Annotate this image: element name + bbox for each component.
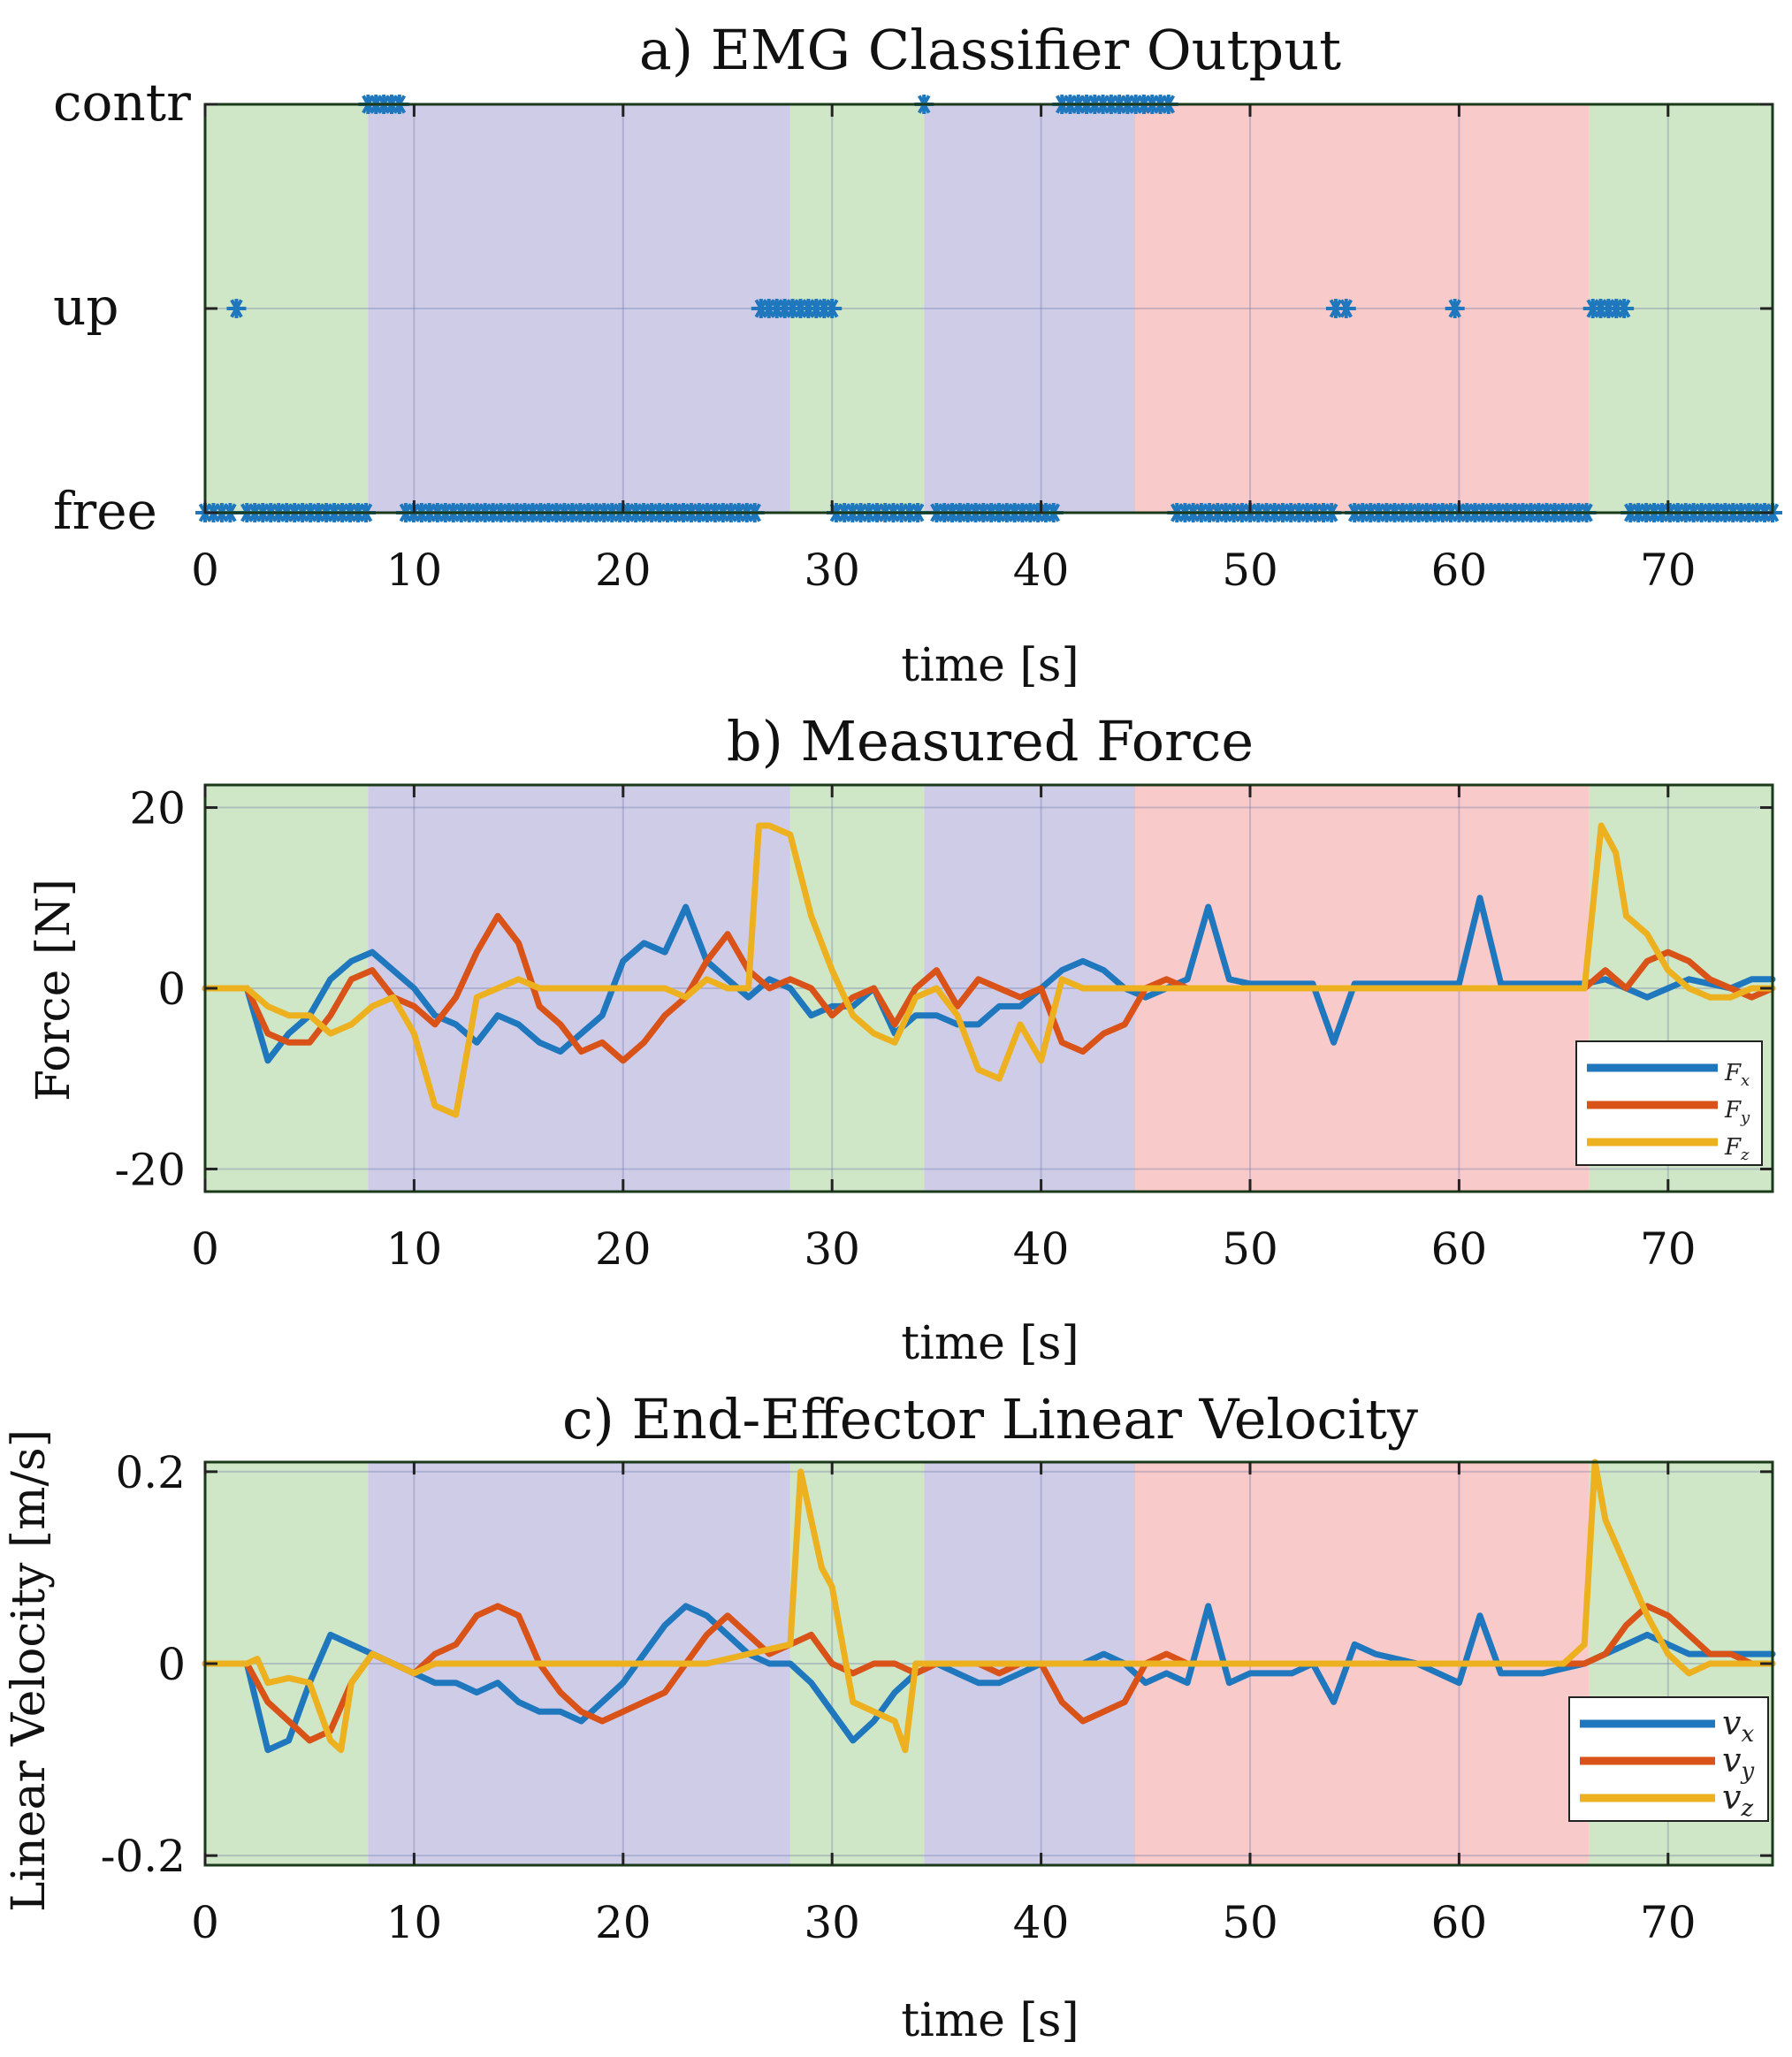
- phase-band-contr: [924, 104, 1135, 513]
- x-tick-label: 40: [1013, 545, 1070, 596]
- classifier-point-up: [1614, 299, 1635, 318]
- series-line-vx: [202, 1603, 1776, 1754]
- x-tick-label: 70: [1640, 1897, 1697, 1948]
- x-tick-label: 30: [804, 1223, 860, 1275]
- x-tick-label: 70: [1640, 1223, 1697, 1275]
- x-tick-label: 50: [1222, 545, 1278, 596]
- x-tick-label: 20: [595, 1223, 652, 1275]
- x-tick-label: 0: [191, 1223, 219, 1275]
- panel-emg-classifier: a) EMG Classifier Output 0 10 20 30 40 50 60 70…: [53, 18, 1782, 692]
- x-tick-label: 20: [595, 545, 652, 596]
- x-tick-label: 10: [386, 1897, 443, 1948]
- x-tick-label: 30: [804, 1897, 860, 1948]
- panel-linear-velocity: c) End-Effector Linear Velocity 0 10 20 30 4…: [3, 1387, 1776, 2047]
- classifier-point-up: [1336, 299, 1356, 318]
- x-tick-label: 0: [191, 1897, 219, 1948]
- classifier-point-up: [226, 299, 247, 318]
- y-tick-label: free: [53, 481, 157, 541]
- x-tick-label: 0: [191, 545, 219, 596]
- x-tick-label: 20: [595, 1897, 652, 1948]
- y-tick-label: contr: [53, 72, 191, 133]
- panel-c-ylabel: Linear Velocity [m/s]: [3, 1429, 56, 1912]
- y-tick-label: -0.2: [101, 1831, 186, 1882]
- series-line-vz: [202, 1459, 1776, 1754]
- y-tick-label: up: [53, 277, 118, 337]
- panel-b-ylabel: Force [N]: [27, 879, 80, 1101]
- panel-c-title: c) End-Effector Linear Velocity: [562, 1387, 1418, 1451]
- x-tick-label: 50: [1222, 1223, 1278, 1275]
- x-tick-label: 40: [1013, 1897, 1070, 1948]
- phase-band-up: [1134, 104, 1589, 513]
- x-tick-label: 10: [386, 545, 443, 596]
- x-tick-label: 50: [1222, 1897, 1278, 1948]
- legend-label-Fx: Fx: [1724, 1060, 1750, 1090]
- y-tick-label: 0.2: [115, 1447, 186, 1498]
- panel-measured-force: b) Measured Force 0 10 20 30 40 50 60 70-20020 …: [27, 709, 1776, 1370]
- series-line-Fx: [202, 895, 1776, 1064]
- phase-band-contr: [368, 104, 790, 513]
- classifier-point-up: [822, 299, 843, 318]
- x-tick-label: 30: [804, 545, 860, 596]
- x-tick-label: 70: [1640, 545, 1697, 596]
- x-tick-label: 60: [1431, 1897, 1488, 1948]
- panel-a-title: a) EMG Classifier Output: [639, 18, 1341, 82]
- panel-c-xlabel: time [s]: [901, 1994, 1079, 2047]
- legend-label-vx: vx: [1722, 1703, 1754, 1748]
- panel-b-xlabel: time [s]: [901, 1317, 1079, 1370]
- x-tick-label: 10: [386, 1223, 443, 1275]
- legend-label-Fy: Fy: [1724, 1097, 1750, 1127]
- x-tick-label: 60: [1431, 545, 1488, 596]
- y-tick-label: -20: [114, 1144, 186, 1195]
- y-tick-label: 0: [157, 1639, 186, 1690]
- x-tick-label: 40: [1013, 1223, 1070, 1275]
- classifier-point-up: [1445, 299, 1465, 318]
- y-tick-label: 20: [129, 783, 186, 834]
- y-tick-label: 0: [157, 964, 186, 1015]
- x-tick-label: 60: [1431, 1223, 1488, 1275]
- panel-a-xlabel: time [s]: [901, 639, 1079, 692]
- panel-b-title: b) Measured Force: [727, 709, 1254, 773]
- series-line-Fz: [202, 822, 1776, 1118]
